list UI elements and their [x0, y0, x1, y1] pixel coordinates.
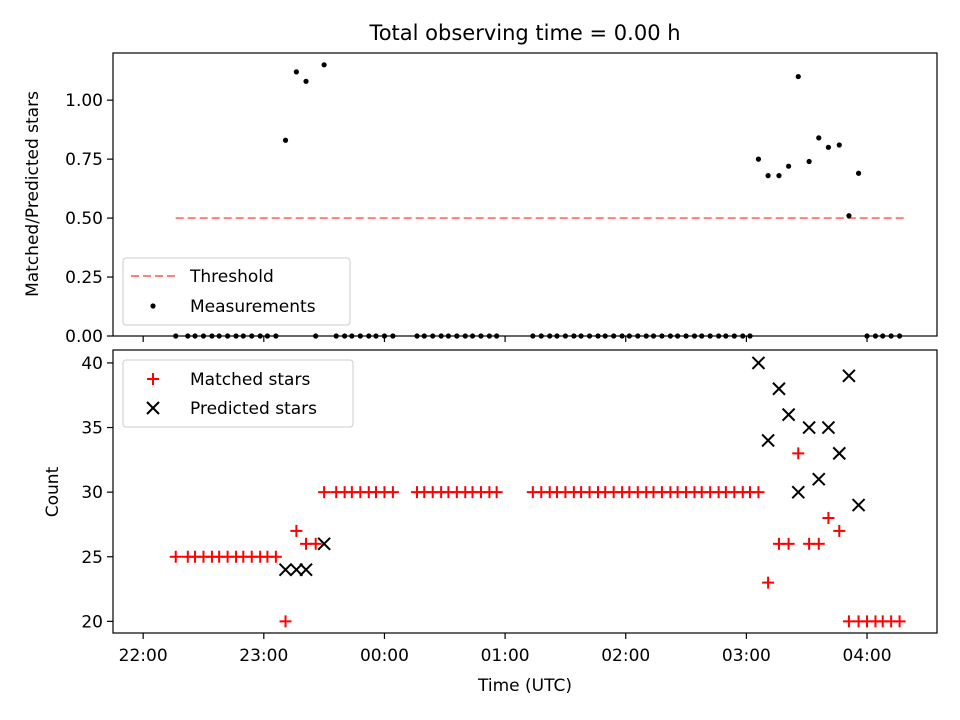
predicted-star-marker	[791, 485, 805, 499]
matched-star-marker	[169, 550, 182, 563]
bottom-axes-frame	[112, 349, 938, 634]
top-axes-frame	[112, 52, 938, 337]
top-y-axis-label: Matched/Predicted stars	[23, 91, 43, 297]
predicted-star-marker	[821, 420, 836, 435]
bottom-y-axis-label: Count	[43, 466, 63, 517]
matched-star-marker	[812, 537, 825, 550]
measurement-point	[293, 69, 299, 75]
legend-predicted-swatch	[146, 401, 160, 415]
matched-star-marker	[290, 524, 303, 537]
measurement-point	[836, 142, 842, 148]
top-y-tick-label: 1.00	[65, 91, 103, 111]
matched-star-marker	[318, 486, 331, 499]
bottom-panel: 20 25 30 35 40 22:00 23:00 00:00 01:00 02:00 03:0…	[43, 349, 938, 696]
measurement-point	[795, 73, 801, 80]
measurement-point	[786, 163, 792, 169]
measurement-point	[755, 156, 762, 162]
matched-star-marker	[490, 486, 503, 499]
matched-star-marker	[279, 615, 292, 628]
matched-star-marker	[309, 537, 322, 550]
chart-title: Total observing time = 0.00 h	[368, 21, 680, 45]
matched-star-marker	[833, 524, 846, 537]
predicted-star-marker	[851, 498, 866, 512]
legend-measurements-label: Measurements	[190, 297, 316, 317]
predicted-star-marker	[812, 472, 826, 486]
bottom-plot-area	[169, 356, 906, 628]
measurement-point	[846, 213, 852, 219]
top-y-tick-label: 0.25	[65, 268, 103, 288]
bottom-y-tick-label: 20	[81, 612, 103, 632]
measurement-point	[816, 135, 822, 141]
bottom-y-tick-label: 30	[81, 483, 103, 503]
legend-matched-swatch	[147, 373, 159, 385]
measurement-point	[776, 173, 782, 179]
top-legend-box	[122, 257, 351, 326]
measurement-point	[303, 78, 309, 84]
predicted-star-marker	[317, 537, 331, 551]
predicted-star-marker	[761, 433, 775, 448]
predicted-star-marker	[299, 562, 313, 577]
predicted-star-marker	[842, 369, 856, 383]
x-tick-label: 01:00	[481, 646, 530, 666]
top-y-tick-label: 0.00	[65, 327, 103, 347]
bottom-y-tick-label: 40	[81, 354, 103, 374]
matched-star-marker	[792, 447, 805, 460]
x-tick-label: 03:00	[722, 646, 771, 666]
predicted-star-marker	[832, 446, 846, 461]
bottom-y-axis: 20 25 30 35 40	[81, 354, 113, 632]
legend-measurements-swatch	[150, 303, 156, 309]
legend-predicted-label: Predicted stars	[190, 399, 317, 419]
matched-star-marker	[386, 486, 399, 499]
measurement-point	[825, 144, 832, 150]
measurement-point	[282, 137, 289, 143]
top-y-tick-label: 0.75	[65, 150, 103, 170]
predicted-star-marker	[772, 382, 786, 396]
x-tick-label: 00:00	[360, 646, 409, 666]
top-x-ticks	[142, 336, 868, 342]
predicted-star-marker	[802, 420, 816, 435]
matched-star-marker	[269, 550, 282, 563]
x-tick-label: 22:00	[119, 646, 168, 666]
matched-star-marker	[822, 511, 835, 524]
bottom-x-axis: 22:00 23:00 00:00 01:00 02:00 03:00 04:00	[119, 633, 892, 666]
predicted-star-marker	[278, 562, 293, 577]
top-y-axis: 0.00 0.25 0.50 0.75 1.00	[65, 91, 113, 347]
matched-star-marker	[782, 537, 795, 550]
legend-threshold-label: Threshold	[189, 267, 274, 287]
measurement-point	[765, 173, 771, 179]
matched-star-marker	[762, 576, 775, 589]
predicted-star-marker	[751, 356, 766, 370]
x-tick-label: 02:00	[601, 646, 650, 666]
top-y-tick-label: 0.50	[65, 209, 103, 229]
measurement-point	[806, 158, 812, 165]
matched-star-marker	[752, 486, 765, 499]
x-axis-label: Time (UTC)	[477, 676, 572, 696]
bottom-y-tick-label: 35	[81, 419, 103, 439]
top-panel: 0.00 0.25 0.50 0.75 1.00 Matched/Predicted s…	[23, 52, 938, 347]
measurement-point	[321, 62, 327, 68]
legend-matched-label: Matched stars	[190, 370, 310, 390]
bottom-y-tick-label: 25	[81, 548, 103, 568]
x-tick-label: 04:00	[843, 646, 892, 666]
top-legend: Threshold Measurements	[122, 257, 351, 326]
bottom-legend-box	[122, 359, 354, 428]
predicted-star-marker	[781, 407, 796, 422]
matched-star-marker	[893, 615, 906, 628]
bottom-legend: Matched stars Predicted stars	[122, 359, 354, 428]
x-tick-label: 23:00	[239, 646, 288, 666]
measurement-point	[855, 170, 862, 176]
predicted-star-marker	[289, 562, 304, 577]
